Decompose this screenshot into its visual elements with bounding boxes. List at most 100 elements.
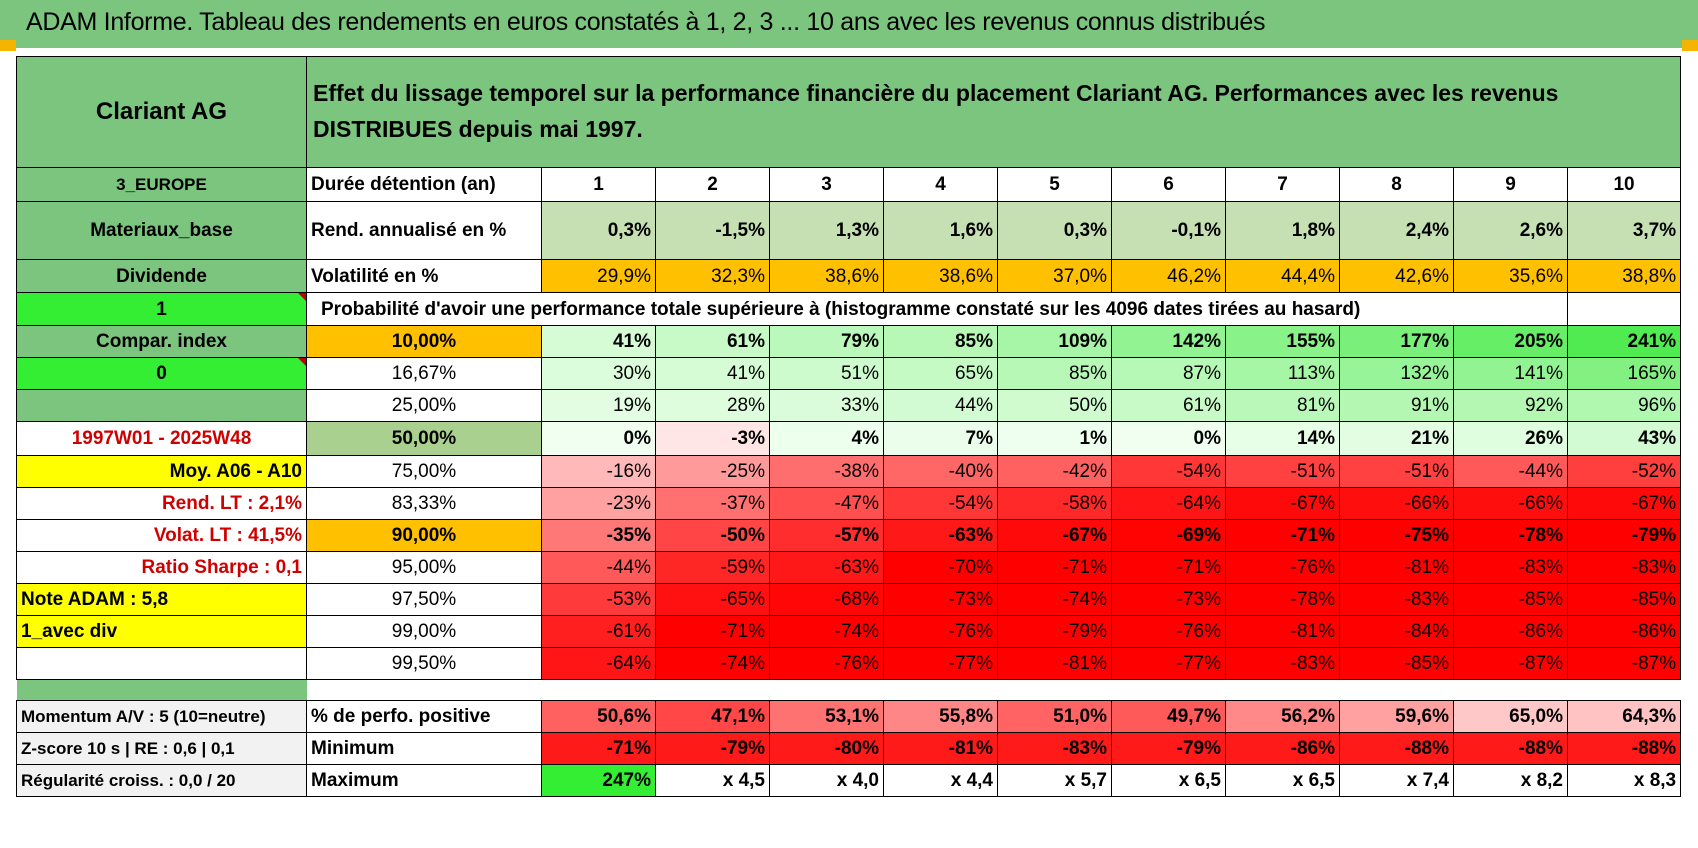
distribution-value: 28% — [655, 389, 770, 422]
distribution-value: -81% — [1339, 551, 1454, 584]
company-name: Clariant AG — [16, 56, 307, 168]
distribution-value: -79% — [1566, 519, 1682, 552]
distribution-value: -63% — [769, 551, 884, 584]
left-marker — [0, 40, 16, 51]
empty-cell — [1453, 292, 1568, 326]
distribution-value: -71% — [1111, 551, 1226, 584]
empty-cell — [1566, 292, 1682, 326]
duree-label: Durée détention (an) — [306, 167, 542, 202]
rend-value: 0,3% — [997, 201, 1112, 260]
momentum-label: Momentum A/V : 5 (10=neutre) — [16, 700, 307, 733]
percentile-label: 10,00% — [306, 325, 542, 358]
vol-value: 42,6% — [1339, 259, 1454, 293]
year-header: 10 — [1566, 167, 1682, 202]
distribution-value: -71% — [1225, 519, 1340, 552]
distribution-value: 41% — [655, 357, 770, 390]
right-marker — [1682, 40, 1698, 51]
spacer-green — [16, 679, 307, 701]
distribution-value: -85% — [1566, 583, 1682, 616]
pct-pos-value: 49,7% — [1111, 700, 1226, 733]
distribution-value: -44% — [541, 551, 656, 584]
rend-value: 0,3% — [541, 201, 656, 260]
distribution-value: -83% — [1453, 551, 1568, 584]
distribution-value: -81% — [997, 647, 1112, 680]
pct-pos-label: % de perfo. positive — [306, 700, 542, 733]
maximum-value: x 8,3 — [1566, 764, 1682, 797]
distribution-value: 96% — [1566, 389, 1682, 422]
distribution-value: 79% — [769, 325, 884, 358]
year-header: 5 — [997, 167, 1112, 202]
flag-zero: 0 — [16, 357, 307, 390]
minimum-value: -88% — [1339, 732, 1454, 765]
percentile-label: 50,00% — [306, 421, 542, 456]
percentile-label: 25,00% — [306, 389, 542, 422]
maximum-value: x 5,7 — [997, 764, 1112, 797]
distribution-value: -35% — [541, 519, 656, 552]
distribution-value: -75% — [1339, 519, 1454, 552]
percentile-label: 99,50% — [306, 647, 542, 680]
percentile-label: 97,50% — [306, 583, 542, 616]
distribution-value: 26% — [1453, 421, 1568, 456]
proba-label: Probabilité d'avoir une performance tota… — [306, 292, 1454, 326]
sector-label: Materiaux_base — [16, 201, 307, 260]
minimum-value: -79% — [1111, 732, 1226, 765]
distribution-value: -51% — [1339, 455, 1454, 488]
minimum-value: -79% — [655, 732, 770, 765]
spacer-empty — [307, 680, 1681, 701]
pct-pos-value: 50,6% — [541, 700, 656, 733]
distribution-value: 61% — [1111, 389, 1226, 422]
distribution-value: -37% — [655, 487, 770, 520]
distribution-value: -84% — [1339, 615, 1454, 648]
distribution-value: 21% — [1339, 421, 1454, 456]
distribution-value: -64% — [1111, 487, 1226, 520]
distribution-value: 7% — [883, 421, 998, 456]
distribution-value: -71% — [997, 551, 1112, 584]
distribution-value: -74% — [997, 583, 1112, 616]
distribution-value: -83% — [1566, 551, 1682, 584]
distribution-value: -54% — [883, 487, 998, 520]
period-label: 1997W01 - 2025W48 — [16, 421, 307, 456]
distribution-value: 14% — [1225, 421, 1340, 456]
year-header: 7 — [1225, 167, 1340, 202]
distribution-value: 241% — [1566, 325, 1682, 358]
distribution-value: -69% — [1111, 519, 1226, 552]
rend-value: -1,5% — [655, 201, 770, 260]
distribution-value: 0% — [1111, 421, 1226, 456]
volat-lt-label: Volat. LT : 41,5% — [16, 519, 307, 552]
distribution-value: -70% — [883, 551, 998, 584]
distribution-value: 61% — [655, 325, 770, 358]
maximum-value: x 6,5 — [1111, 764, 1226, 797]
distribution-value: -87% — [1453, 647, 1568, 680]
distribution-value: -25% — [655, 455, 770, 488]
minimum-value: -88% — [1453, 732, 1568, 765]
distribution-value: -74% — [769, 615, 884, 648]
percentile-label: 95,00% — [306, 551, 542, 584]
distribution-value: -44% — [1453, 455, 1568, 488]
distribution-value: 177% — [1339, 325, 1454, 358]
performance-table: Clariant AG Effet du lissage temporel su… — [16, 56, 1682, 797]
vol-value: 37,0% — [997, 259, 1112, 293]
minimum-value: -88% — [1566, 732, 1682, 765]
rend-lt-label: Rend. LT : 2,1% — [16, 487, 307, 520]
report-title: ADAM Informe. Tableau des rendements en … — [26, 8, 1266, 36]
vol-value: 38,8% — [1566, 259, 1682, 293]
distribution-value: -87% — [1566, 647, 1682, 680]
pct-pos-value: 56,2% — [1225, 700, 1340, 733]
distribution-value: 113% — [1225, 357, 1340, 390]
percentile-label: 75,00% — [306, 455, 542, 488]
distribution-value: -16% — [541, 455, 656, 488]
region-label: 3_EUROPE — [16, 167, 307, 202]
distribution-value: 142% — [1111, 325, 1226, 358]
maximum-value: x 7,4 — [1339, 764, 1454, 797]
distribution-value: -58% — [997, 487, 1112, 520]
distribution-value: -78% — [1225, 583, 1340, 616]
distribution-value: 132% — [1339, 357, 1454, 390]
maximum-value: x 4,4 — [883, 764, 998, 797]
distribution-value: -47% — [769, 487, 884, 520]
distribution-value: 165% — [1566, 357, 1682, 390]
distribution-value: 205% — [1453, 325, 1568, 358]
pct-pos-value: 55,8% — [883, 700, 998, 733]
maximum-label: Maximum — [306, 764, 542, 797]
distribution-value: -78% — [1453, 519, 1568, 552]
minimum-value: -80% — [769, 732, 884, 765]
